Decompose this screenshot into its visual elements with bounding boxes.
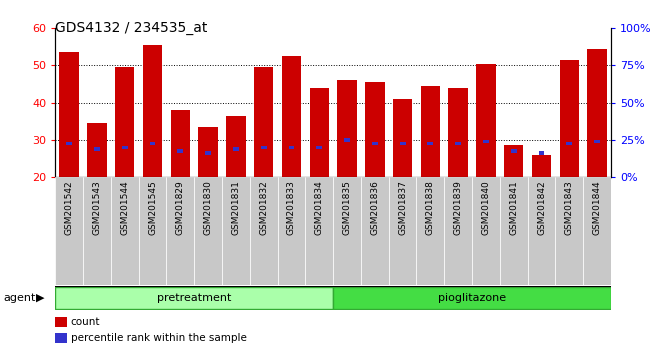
Bar [566,142,572,145]
Text: count: count [71,317,100,327]
Bar [55,333,68,343]
Bar [500,177,528,285]
Bar [278,177,306,285]
Bar [560,60,579,177]
Bar [511,149,517,153]
Bar [87,123,107,177]
Text: GSM201839: GSM201839 [454,180,463,235]
Text: GSM201834: GSM201834 [315,180,324,235]
Bar [281,56,301,177]
Bar [111,177,138,285]
Bar [94,148,100,151]
Bar [555,177,583,285]
Text: GSM201838: GSM201838 [426,180,435,235]
Bar [115,67,135,177]
Bar [55,317,68,327]
Bar [476,64,496,177]
Text: GSM201545: GSM201545 [148,180,157,235]
Text: GDS4132 / 234535_at: GDS4132 / 234535_at [55,21,207,35]
Text: GSM201836: GSM201836 [370,180,380,235]
Bar [55,287,333,309]
Text: GSM201832: GSM201832 [259,180,268,235]
Text: percentile rank within the sample: percentile rank within the sample [71,333,247,343]
Bar [393,99,412,177]
Bar [66,142,72,145]
Bar [421,86,440,177]
Text: GSM201837: GSM201837 [398,180,407,235]
Bar [361,177,389,285]
Bar [55,177,83,285]
Bar [417,177,445,285]
Bar [504,145,523,177]
Bar [289,145,294,149]
Text: agent: agent [3,293,36,303]
Bar [166,177,194,285]
Bar [306,177,333,285]
Bar [333,287,611,309]
Bar [170,110,190,177]
Text: GSM201833: GSM201833 [287,180,296,235]
Bar [472,177,500,285]
Bar [445,177,472,285]
Text: GSM201840: GSM201840 [482,180,491,235]
Bar [250,177,278,285]
Text: GSM201543: GSM201543 [92,180,101,235]
Bar [365,82,385,177]
Text: GSM201831: GSM201831 [231,180,240,235]
Bar [254,67,274,177]
Text: GSM201835: GSM201835 [343,180,352,235]
Bar [205,151,211,154]
Bar [389,177,417,285]
Bar [344,138,350,142]
Text: GSM201829: GSM201829 [176,180,185,235]
Text: GSM201544: GSM201544 [120,180,129,235]
Bar [138,177,166,285]
Bar [588,49,607,177]
Bar [83,177,111,285]
Bar [428,142,434,145]
Bar [226,116,246,177]
Bar [333,177,361,285]
Bar [59,52,79,177]
Bar [455,142,461,145]
Bar [309,88,329,177]
Bar [400,142,406,145]
Bar [583,177,611,285]
Bar [177,149,183,153]
Bar [143,45,162,177]
Bar [198,127,218,177]
Bar [337,80,357,177]
Bar [150,142,155,145]
Text: GSM201844: GSM201844 [593,180,602,235]
Text: ▶: ▶ [36,293,44,303]
Bar [261,145,266,149]
Text: pioglitazone: pioglitazone [438,293,506,303]
Text: GSM201830: GSM201830 [203,180,213,235]
Bar [233,148,239,151]
Text: GSM201843: GSM201843 [565,180,574,235]
Bar [222,177,250,285]
Bar [448,88,468,177]
Bar [372,142,378,145]
Text: pretreatment: pretreatment [157,293,231,303]
Bar [317,145,322,149]
Bar [483,140,489,143]
Bar [194,177,222,285]
Text: GSM201542: GSM201542 [64,180,73,235]
Bar [122,145,127,149]
Bar [528,177,556,285]
Bar [532,155,551,177]
Bar [539,151,545,154]
Bar [594,140,600,143]
Text: GSM201841: GSM201841 [509,180,518,235]
Text: GSM201842: GSM201842 [537,180,546,235]
